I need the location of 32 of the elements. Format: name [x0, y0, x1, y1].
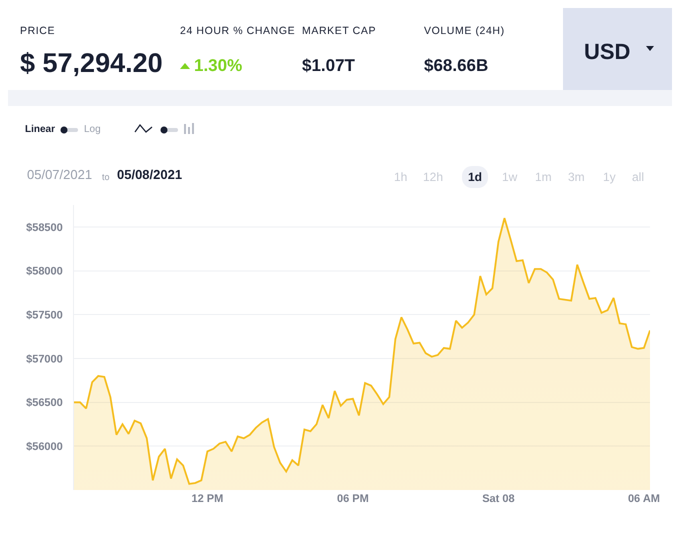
y-tick-label: $58500: [26, 222, 63, 234]
text: 1m: [535, 170, 552, 184]
y-tick-label: $56000: [26, 441, 63, 453]
x-tick-label: 06 AM: [628, 493, 660, 505]
text: VOLUME (24H): [424, 25, 505, 37]
text: Linear: [25, 124, 56, 135]
x-tick-label: 12 PM: [191, 493, 224, 505]
text: $1.07T: [302, 56, 355, 76]
text: 1d: [462, 166, 488, 188]
text: 05/08/2021: [117, 167, 182, 182]
text: Log: [84, 124, 101, 135]
text: all: [632, 170, 644, 184]
text: 1.30%: [194, 56, 242, 76]
y-tick-label: $57000: [26, 353, 63, 366]
text: PRICE: [20, 25, 56, 37]
text: 12h: [423, 170, 444, 184]
text: MARKET CAP: [302, 25, 376, 37]
x-tick-label: Sat 08: [482, 493, 515, 505]
y-tick-label: $56500: [26, 397, 63, 410]
text: 1h: [394, 170, 408, 184]
text: to: [102, 172, 110, 182]
y-tick-label: $58000: [26, 266, 63, 278]
text: 1w: [502, 170, 518, 184]
text: 05/07/2021: [27, 167, 92, 182]
text: $68.66B: [424, 56, 488, 76]
text: $ 57,294.20: [20, 48, 163, 79]
text: 1y: [603, 170, 616, 184]
text: 3m: [568, 170, 585, 184]
text: 24 HOUR % CHANGE: [180, 25, 296, 37]
text: USD: [584, 39, 630, 65]
y-tick-label: $57500: [26, 309, 63, 322]
x-tick-label: 06 PM: [337, 493, 369, 505]
